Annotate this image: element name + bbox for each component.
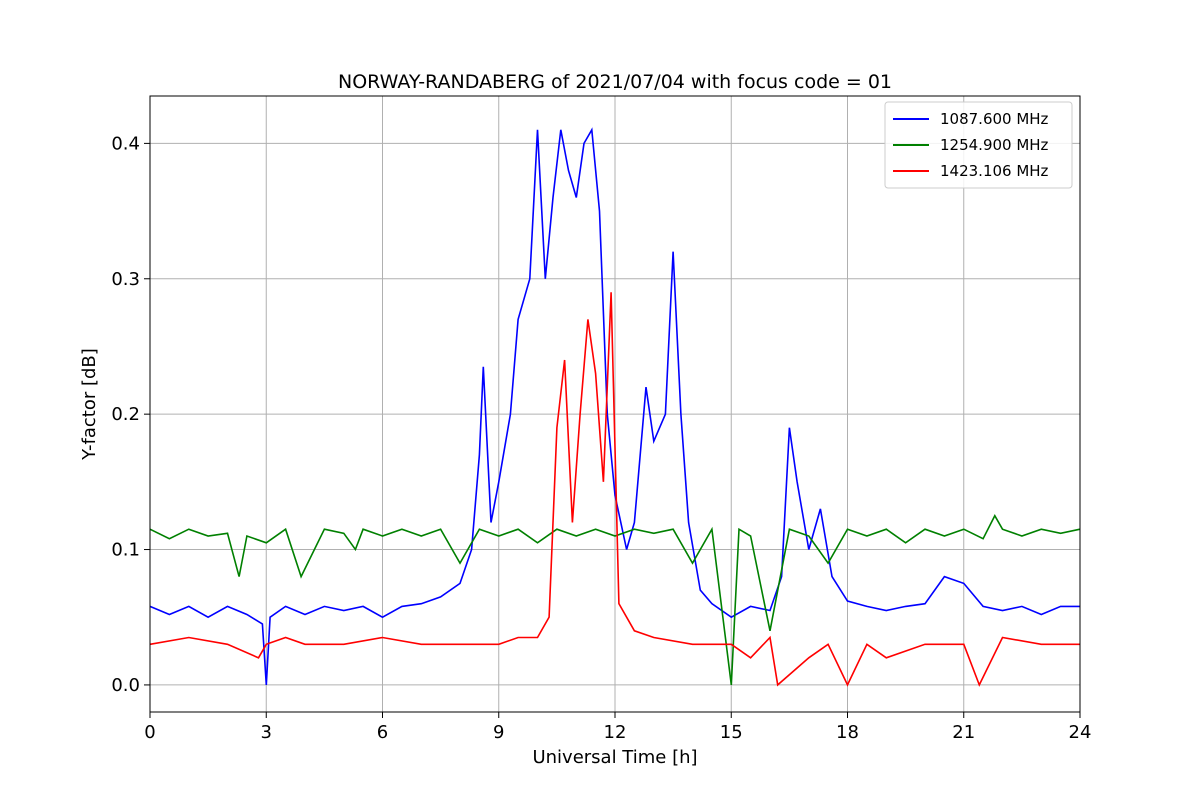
x-axis: 0 3 6 9 12 15 18 21 24 (144, 712, 1091, 743)
legend-label-1423: 1423.106 MHz (940, 162, 1049, 180)
legend-box (884, 101, 1073, 189)
x-tick-label: 3 (261, 722, 272, 743)
x-tick-label: 6 (377, 722, 388, 743)
y-axis-label: Y-factor [dB] (79, 348, 100, 461)
legend: 1087.600 MHz 1254.900 MHz 1423.106 MHz (884, 101, 1073, 189)
x-tick-label: 24 (1069, 722, 1092, 743)
x-tick-label: 0 (144, 722, 155, 743)
y-axis: 0.0 0.1 0.2 0.3 0.4 (111, 133, 150, 696)
legend-label-1254: 1254.900 MHz (940, 136, 1049, 154)
y-tick-label: 0.1 (111, 540, 140, 561)
y-tick-label: 0.0 (111, 675, 140, 696)
y-tick-label: 0.2 (111, 404, 140, 425)
chart-title: NORWAY-RANDABERG of 2021/07/04 with focu… (338, 71, 892, 93)
x-tick-label: 12 (604, 722, 627, 743)
series-layer (149, 127, 1081, 687)
y-tick-label: 0.4 (111, 133, 140, 154)
x-tick-label: 9 (493, 722, 504, 743)
series-line-1423 (149, 292, 1080, 687)
legend-label-1087: 1087.600 MHz (940, 110, 1049, 128)
x-tick-label: 18 (836, 722, 859, 743)
x-tick-label: 21 (952, 722, 975, 743)
series-line-1087 (149, 127, 1080, 685)
series-line-1254 (149, 514, 1081, 685)
x-axis-label: Universal Time [h] (532, 747, 697, 768)
y-tick-label: 0.3 (111, 269, 140, 290)
x-tick-label: 15 (720, 722, 743, 743)
